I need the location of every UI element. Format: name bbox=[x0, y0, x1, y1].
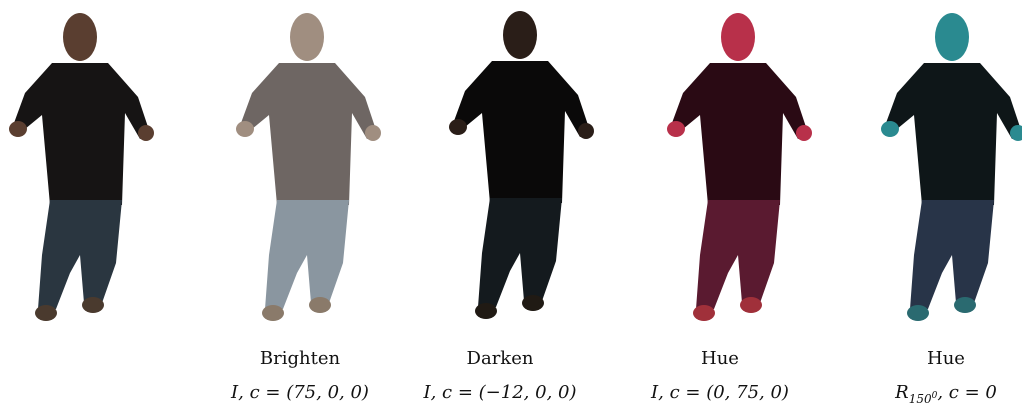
formula-base: R bbox=[895, 382, 909, 403]
caption-formula: I, c = (75, 0, 0) bbox=[231, 382, 369, 403]
person-darken bbox=[449, 11, 594, 319]
caption-formula: I, c = (−12, 0, 0) bbox=[423, 382, 577, 403]
person-hue-red bbox=[667, 13, 812, 321]
caption-label: Brighten bbox=[259, 348, 341, 369]
caption-formula: R1500, c = 0 bbox=[846, 382, 1022, 410]
caption-formula: I, c = (0, 75, 0) bbox=[651, 382, 789, 403]
person-original bbox=[9, 13, 154, 321]
caption-label: Darken bbox=[466, 348, 534, 369]
caption-label: Hue bbox=[927, 348, 965, 369]
formula-superscript: 0 bbox=[931, 390, 938, 401]
person-brighten bbox=[236, 13, 381, 321]
formula-rest: , c = 0 bbox=[937, 382, 997, 403]
person-hue-cyan bbox=[881, 13, 1022, 321]
subscript-text: 150 bbox=[908, 391, 932, 406]
caption-label: Hue bbox=[701, 348, 739, 369]
formula-subscript: 1500 bbox=[908, 390, 938, 406]
